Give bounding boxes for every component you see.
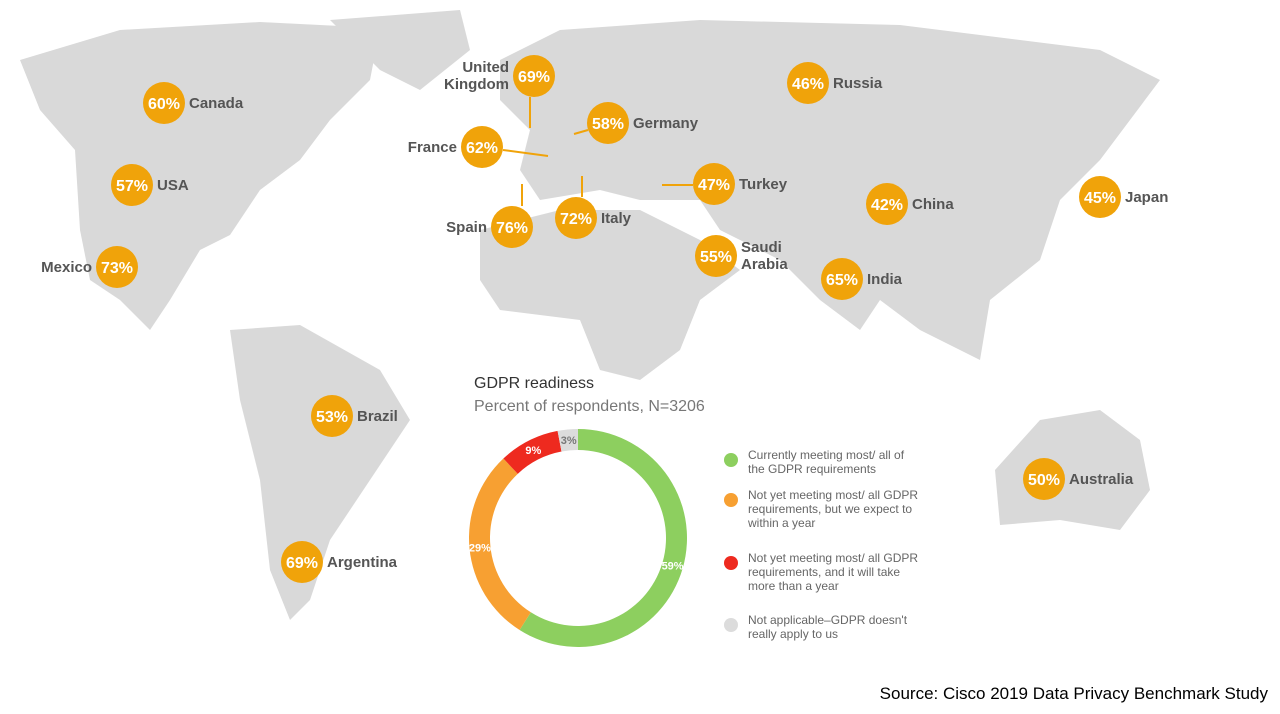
badge [281, 541, 323, 583]
badge-label: 55% [700, 249, 732, 266]
badge-label: 65% [826, 272, 858, 289]
segment-label: 3% [561, 435, 577, 447]
chart-subtitle: Percent of respondents, N=3206 [474, 398, 705, 415]
country-name: Turkey [739, 175, 788, 193]
country-name: Mexico [41, 258, 92, 276]
badge-label: 73% [101, 260, 133, 277]
country-name: Saudi Arabia [741, 239, 788, 273]
donut-segment [557, 429, 578, 452]
chart-title: GDPR readiness [474, 375, 595, 392]
badge-label: 69% [286, 555, 318, 572]
badge-label: 57% [116, 178, 148, 195]
badge [491, 206, 533, 248]
badge [143, 82, 185, 124]
legend-swatch [724, 556, 738, 570]
country-name: China [912, 195, 954, 213]
badge-label: 76% [496, 220, 528, 237]
badge-label: 45% [1084, 190, 1116, 207]
badge [787, 62, 829, 104]
badge-label: 58% [592, 116, 624, 133]
legend-label: Not applicable–GDPR doesn't really apply… [748, 613, 908, 641]
badge [513, 55, 555, 97]
badge-label: 69% [518, 69, 550, 86]
country-name: Germany [633, 114, 699, 132]
legend-label: Currently meeting most/ all of the GDPR … [748, 448, 905, 476]
legend-swatch [724, 453, 738, 467]
badge [693, 163, 735, 205]
badge [111, 164, 153, 206]
badge [821, 258, 863, 300]
leaders [502, 97, 693, 206]
badge-label: 60% [148, 96, 180, 113]
badge [555, 197, 597, 239]
badge [461, 126, 503, 168]
donut-segment [469, 458, 531, 631]
badge [866, 183, 908, 225]
donut-segment [519, 429, 687, 647]
badge [311, 395, 353, 437]
badge-label: 62% [466, 140, 498, 157]
country-name: India [867, 270, 903, 288]
badge-label: 46% [792, 76, 824, 93]
badge-label: 47% [698, 177, 730, 194]
badge [695, 235, 737, 277]
badge [1023, 458, 1065, 500]
country-name: Italy [601, 209, 632, 227]
legend-label: Not yet meeting most/ all GDPR requireme… [748, 488, 919, 530]
segment-label: 59% [662, 560, 684, 572]
country-name: Japan [1125, 188, 1169, 206]
badge-label: 72% [560, 211, 592, 228]
badge-label: 50% [1028, 472, 1060, 489]
donut-segment [503, 430, 562, 474]
legend-swatch [724, 618, 738, 632]
badge [1079, 176, 1121, 218]
segment-label: 29% [469, 542, 491, 554]
legend-label: Not yet meeting most/ all GDPR requireme… [748, 551, 919, 593]
country-name: Spain [446, 218, 487, 236]
badge-label: 42% [871, 197, 903, 214]
country-name: USA [157, 176, 189, 194]
country-name: Australia [1069, 470, 1134, 488]
badge [96, 246, 138, 288]
source: Source: Cisco 2019 Data Privacy Benchmar… [879, 684, 1268, 703]
badge [587, 102, 629, 144]
badge-label: 53% [316, 409, 348, 426]
segment-label: 9% [525, 445, 541, 457]
country-name: Argentina [327, 553, 398, 571]
legend-swatch [724, 493, 738, 507]
country-name: Brazil [357, 407, 398, 425]
country-name: France [407, 138, 457, 156]
country-name: Russia [833, 74, 883, 92]
country-name: United Kingdom [444, 59, 509, 93]
country-name: Canada [189, 94, 244, 112]
